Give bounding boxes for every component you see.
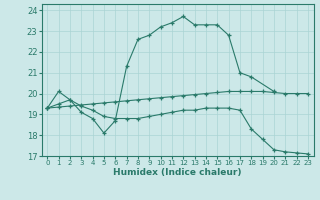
X-axis label: Humidex (Indice chaleur): Humidex (Indice chaleur) [113, 168, 242, 177]
